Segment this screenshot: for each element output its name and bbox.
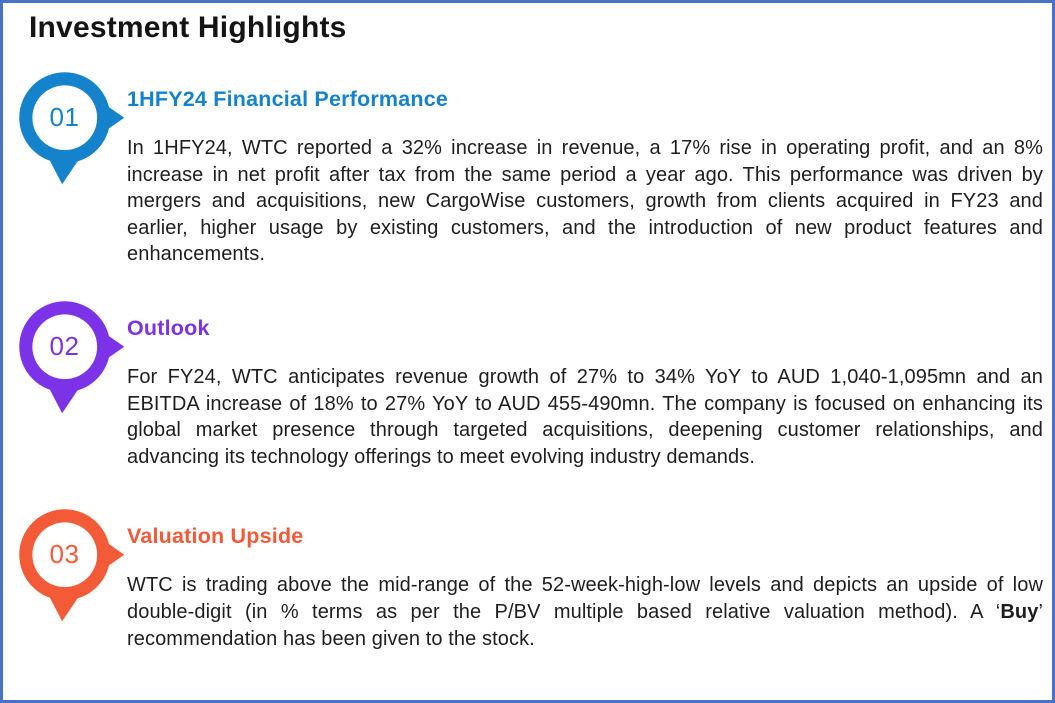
badge-column: 02 (3, 296, 127, 414)
section-content: Outlook For FY24, WTC anticipates revenu… (127, 296, 1043, 470)
section-heading: Valuation Upside (127, 524, 304, 549)
badge-column: 01 (3, 67, 127, 185)
section-content: 1HFY24 Financial Performance In 1HFY24, … (127, 67, 1043, 268)
badge-column: 03 (3, 504, 127, 622)
body-text-before-bold: WTC is trading above the mid-range of th… (127, 574, 1043, 623)
section-outlook: 02 Outlook For FY24, WTC anticipates rev… (3, 296, 1052, 470)
teardrop-pointer-icon (19, 509, 125, 622)
badge-number: 02 (49, 330, 80, 361)
buy-recommendation-bold: Buy (1000, 600, 1039, 623)
section-body: In 1HFY24, WTC reported a 32% increase i… (127, 137, 1043, 266)
numbered-pin-badge-02: 02 (14, 296, 126, 414)
numbered-pin-badge-03: 03 (14, 504, 126, 622)
section-heading: 1HFY24 Financial Performance (127, 87, 449, 111)
section-financial-performance: 01 1HFY24 Financial Performance In 1HFY2… (3, 67, 1052, 268)
page-title: Investment Highlights (29, 11, 347, 44)
badge-number: 01 (49, 102, 80, 132)
numbered-pin-badge-01: 01 (14, 67, 126, 185)
teardrop-pointer-icon (19, 72, 125, 185)
section-valuation-upside: 03 Valuation Upside WTC is trading above… (3, 504, 1052, 652)
section-heading: Outlook (127, 315, 210, 340)
section-content: Valuation Upside WTC is trading above th… (127, 504, 1043, 652)
section-body: For FY24, WTC anticipates revenue growth… (127, 365, 1043, 468)
body-text-after-bold: ’ recommendation has been given to the s… (127, 600, 1043, 650)
badge-number: 03 (49, 539, 80, 570)
section-body: WTC is trading above the mid-range of th… (127, 572, 1043, 652)
teardrop-pointer-icon (19, 301, 125, 414)
